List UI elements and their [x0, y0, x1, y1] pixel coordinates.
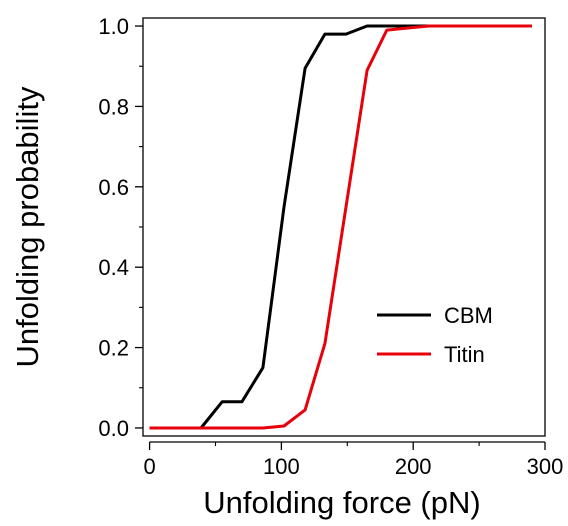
legend: CBM Titin	[377, 303, 493, 367]
legend-label-cbm: CBM	[444, 303, 493, 328]
x-axis-title: Unfolding force (pN)	[203, 485, 480, 520]
series-line-cbm	[149, 24, 532, 430]
y-tick-label: 0.2	[98, 336, 129, 361]
x-tick-label: 0	[143, 454, 155, 479]
legend-label-titin: Titin	[444, 342, 485, 367]
y-tick-label: 0.0	[98, 416, 129, 441]
series-layer	[149, 24, 532, 430]
series-line-titin	[149, 24, 532, 430]
axes: 0.0 0.2 0.4 0.6 0.8 1.0 0 100 200 300	[98, 14, 563, 479]
y-tick-label: 1.0	[98, 14, 129, 39]
y-axis-title: Unfolding probability	[10, 86, 45, 367]
y-tick-label: 0.8	[98, 94, 129, 119]
x-tick-label: 100	[263, 454, 300, 479]
y-tick-label: 0.6	[98, 175, 129, 200]
y-tick-label: 0.4	[98, 255, 129, 280]
x-tick-label: 200	[395, 454, 432, 479]
x-tick-label: 300	[527, 454, 564, 479]
